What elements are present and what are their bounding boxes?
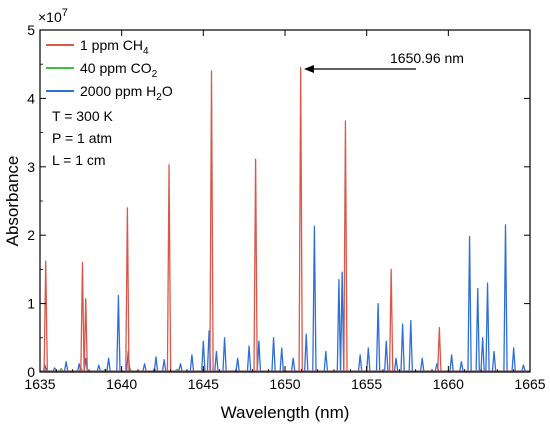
x-tick-label: 1645: [188, 376, 219, 392]
condition-length: L = 1 cm: [52, 152, 106, 168]
absorption-peak: [235, 357, 240, 372]
absorption-peak: [459, 361, 464, 372]
x-tick-label: 1655: [351, 376, 382, 392]
absorption-peak: [214, 350, 219, 372]
absorption-peak: [142, 363, 147, 372]
absorption-peak: [256, 340, 262, 372]
absorption-peak: [178, 363, 183, 372]
y-tick-label: 2: [27, 227, 35, 243]
absorption-peak: [153, 356, 159, 372]
absorption-peak: [161, 359, 167, 372]
annotation-arrowhead: [304, 65, 314, 73]
absorption-peak: [303, 333, 309, 372]
x-tick-label: 1660: [433, 376, 464, 392]
absorption-peak: [279, 347, 284, 372]
y-tick-label: 1: [27, 296, 35, 312]
annotation-label: 1650.96 nm: [390, 50, 464, 66]
y-tick-label: 0: [27, 364, 35, 380]
absorption-peak: [400, 323, 405, 372]
absorption-peak: [59, 367, 64, 372]
x-axis-title: Wavelength (nm): [221, 403, 350, 422]
absorption-peak: [467, 235, 472, 372]
condition-pressure: P = 1 atm: [52, 130, 112, 146]
absorption-peak: [384, 340, 389, 372]
absorption-peak: [290, 357, 296, 372]
absorption-peak: [437, 326, 442, 372]
absorption-peak: [106, 357, 111, 372]
absorption-peak: [475, 287, 480, 372]
absorption-peak: [83, 298, 88, 372]
y-axis: 0 1 2 3 4 5: [27, 22, 530, 380]
plot-series: [40, 66, 530, 372]
legend-label-h2o: 2000 ppm H2O: [80, 83, 173, 103]
plot-frame: [39, 29, 531, 373]
y-multiplier: ×107: [38, 7, 68, 25]
y-axis-title: Absorbance: [3, 156, 22, 247]
absorption-peak: [253, 158, 258, 372]
absorption-peak: [201, 340, 206, 372]
absorption-peak: [271, 337, 276, 372]
y-tick-label: 3: [27, 159, 35, 175]
absorption-peak: [189, 354, 195, 372]
peak-annotation: 1650.96 nm: [304, 50, 464, 73]
absorption-peak: [222, 337, 227, 372]
absorption-peak: [43, 260, 48, 372]
absorption-peak: [503, 224, 508, 372]
absorption-peak: [52, 367, 57, 372]
absorption-peak: [393, 357, 399, 372]
absorption-peak: [449, 354, 454, 372]
legend: 1 ppm CH4 40 ppm CO2 2000 ppm H2O: [46, 37, 173, 103]
absorption-peak: [357, 354, 363, 372]
x-tick-label: 1640: [106, 376, 137, 392]
absorption-peak: [166, 164, 172, 372]
absorption-peak: [408, 320, 414, 372]
absorption-peak: [419, 357, 425, 372]
x-tick-label: 1665: [514, 376, 545, 392]
absorption-peak: [209, 70, 214, 372]
absorption-peak: [125, 207, 130, 372]
absorption-peak: [323, 350, 329, 372]
series-0: [40, 66, 530, 372]
absorption-peak: [246, 345, 252, 372]
absorption-peak: [511, 347, 516, 372]
absorption-peak: [485, 282, 490, 372]
absorption-peak: [96, 364, 102, 372]
absorption-peak: [116, 294, 121, 372]
absorption-peak: [375, 302, 381, 372]
absorption-peak: [336, 279, 342, 372]
y-tick-label: 5: [27, 22, 35, 38]
absorption-peak: [339, 271, 345, 372]
absorption-peak: [491, 350, 497, 372]
conditions: T = 300 K P = 1 atm L = 1 cm: [52, 108, 114, 168]
absorption-peak: [366, 347, 371, 372]
x-axis: 1635 1640 1645 1650 1655 1660 1665: [24, 30, 546, 392]
absorption-peak: [298, 66, 303, 372]
absorption-peak: [480, 337, 485, 372]
legend-label-co2: 40 ppm CO2: [80, 60, 158, 80]
absorption-peak: [388, 268, 394, 372]
y-tick-label: 4: [27, 90, 35, 106]
absorption-peak: [343, 120, 348, 372]
absorption-peak: [63, 361, 69, 372]
x-tick-label: 1650: [269, 376, 300, 392]
x-tick-label: 1635: [24, 376, 55, 392]
series-2: [40, 224, 530, 372]
absorption-peak: [312, 225, 317, 372]
legend-label-ch4: 1 ppm CH4: [80, 37, 149, 57]
absorption-peak: [80, 261, 85, 372]
absorption-peak: [521, 364, 526, 372]
condition-temperature: T = 300 K: [52, 108, 114, 124]
